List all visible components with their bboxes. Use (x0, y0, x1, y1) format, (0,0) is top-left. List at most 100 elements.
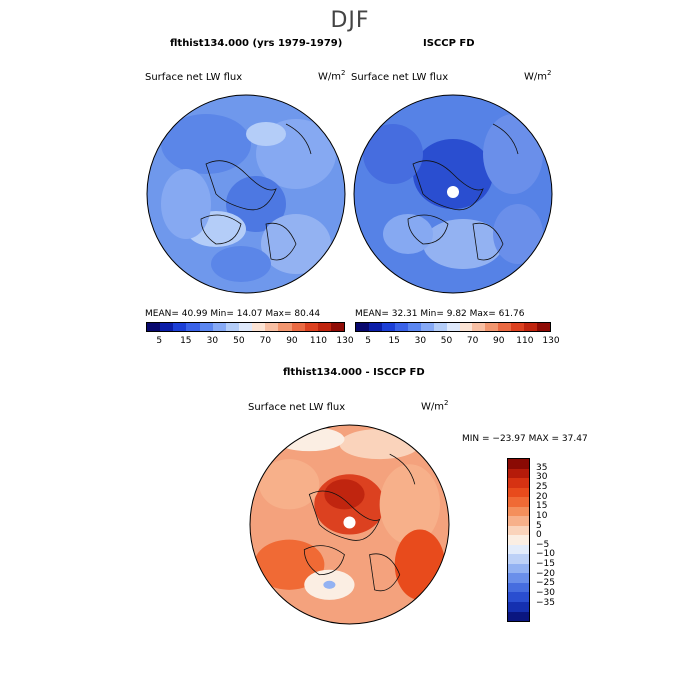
colorbar-swatch (459, 323, 473, 331)
obs-polar-map (353, 94, 553, 294)
colorbar-swatch (186, 323, 200, 331)
colorbar-tick-label: −15 (536, 559, 555, 570)
model-units-label: W/m2 (318, 69, 346, 83)
colorbar-tick-label: 5 (365, 336, 371, 346)
colorbar-swatch (160, 323, 174, 331)
colorbar-swatch (278, 323, 292, 331)
colorbar-tick-label: 30 (536, 472, 548, 483)
colorbar-swatch (330, 323, 345, 331)
diff-colorbar (507, 458, 530, 622)
colorbar-tick-label: 15 (388, 336, 400, 346)
colorbar-tick-label: 20 (536, 491, 548, 502)
colorbar-tick-label: 90 (492, 336, 505, 346)
colorbar-swatch (508, 592, 529, 602)
diff-panel-title: flthist134.000 - ISCCP FD (283, 367, 425, 378)
colorbar-swatch (317, 323, 331, 331)
colorbar-swatch (508, 487, 529, 498)
model-panel-title: flthist134.000 (yrs 1979-1979) (170, 38, 343, 49)
colorbar-swatch (508, 554, 529, 564)
colorbar-swatch (511, 323, 525, 331)
colorbar-tick-label: 10 (536, 510, 548, 521)
colorbar-tick-label: 50 (233, 336, 245, 346)
colorbar-swatch (508, 497, 529, 507)
colorbar-tick-label: 70 (466, 336, 479, 346)
model-colorbar-ticks: 5 15 30 50 70 90 110 130 (146, 336, 353, 348)
diff-polar-map (249, 424, 450, 625)
obs-panel-title: ISCCP FD (423, 38, 475, 49)
diff-variable-label: Surface net LW flux (248, 402, 346, 413)
colorbar-tick-label: −10 (536, 549, 555, 560)
colorbar-tick-label: 30 (414, 336, 427, 346)
obs-stats: MEAN= 32.31 Min= 9.82 Max= 61.76 (355, 309, 525, 319)
colorbar-tick-label: −5 (536, 539, 550, 550)
colorbar-tick-label: −35 (536, 597, 555, 608)
colorbar-tick-label: 0 (536, 530, 542, 541)
colorbar-swatch (508, 468, 529, 479)
colorbar-swatch (524, 323, 538, 331)
colorbar-tick-label: 130 (336, 336, 354, 346)
colorbar-swatch (381, 323, 395, 331)
colorbar-tick-label: 90 (286, 336, 298, 346)
model-polar-map (146, 94, 346, 294)
colorbar-swatch (225, 323, 239, 331)
colorbar-swatch (147, 323, 161, 331)
colorbar-tick-label: 110 (309, 336, 328, 346)
colorbar-swatch (508, 582, 529, 593)
colorbar-swatch (433, 323, 447, 331)
colorbar-swatch (407, 323, 421, 331)
colorbar-tick-label: 70 (259, 336, 272, 346)
obs-units-label: W/m2 (524, 69, 552, 83)
colorbar-swatch (508, 611, 529, 622)
colorbar-swatch (472, 323, 486, 331)
colorbar-swatch (356, 323, 369, 331)
colorbar-tick-label: 50 (440, 336, 453, 346)
colorbar-tick-label: 5 (536, 520, 542, 531)
colorbar-swatch (238, 323, 253, 331)
diff-stats: MIN = −23.97 MAX = 37.47 (462, 434, 588, 444)
obs-colorbar-ticks: 5 15 30 50 70 90 110 130 (355, 336, 559, 348)
colorbar-tick-label: 110 (516, 336, 534, 346)
colorbar-swatch (173, 323, 187, 331)
colorbar-swatch (199, 323, 213, 331)
colorbar-swatch (508, 478, 529, 488)
colorbar-swatch (508, 544, 529, 555)
colorbar-swatch (508, 516, 529, 526)
model-variable-label: Surface net LW flux (145, 72, 243, 83)
colorbar-swatch (508, 573, 529, 583)
colorbar-tick-label: 25 (536, 481, 548, 492)
colorbar-swatch (508, 506, 529, 517)
colorbar-swatch (394, 323, 408, 331)
model-colorbar (146, 322, 345, 332)
colorbar-swatch (485, 323, 499, 331)
colorbar-tick-label: 5 (156, 336, 163, 346)
colorbar-tick-label: −30 (536, 588, 555, 599)
colorbar-swatch (508, 459, 529, 469)
colorbar-swatch (265, 323, 279, 331)
colorbar-swatch (537, 323, 551, 331)
colorbar-tick-label: −25 (536, 578, 555, 589)
diff-units-label: W/m2 (421, 399, 449, 413)
colorbar-swatch (252, 323, 266, 331)
figure-title: DJF (330, 8, 370, 33)
colorbar-tick-label: 35 (536, 462, 548, 473)
colorbar-swatch (508, 535, 529, 545)
colorbar-tick-label: −20 (536, 568, 555, 579)
diff-colorbar-ticks: 35 30 25 20 15 10 5 0 −5 −10 −15 −20 −25 −30 −35 (536, 458, 576, 622)
colorbar-swatch (304, 323, 318, 331)
colorbar-swatch (508, 525, 529, 536)
colorbar-tick-label: 15 (536, 501, 548, 512)
obs-colorbar (355, 322, 551, 332)
colorbar-tick-label: 15 (180, 336, 192, 346)
colorbar-swatch (420, 323, 434, 331)
colorbar-tick-label: 30 (206, 336, 219, 346)
colorbar-swatch (368, 323, 382, 331)
colorbar-tick-label: 130 (542, 336, 560, 346)
colorbar-swatch (291, 323, 305, 331)
colorbar-swatch (508, 601, 529, 612)
obs-variable-label: Surface net LW flux (351, 72, 449, 83)
model-stats: MEAN= 40.99 Min= 14.07 Max= 80.44 (145, 309, 321, 319)
colorbar-swatch (212, 323, 226, 331)
colorbar-swatch (446, 323, 460, 331)
colorbar-swatch (498, 323, 512, 331)
colorbar-swatch (508, 563, 529, 574)
